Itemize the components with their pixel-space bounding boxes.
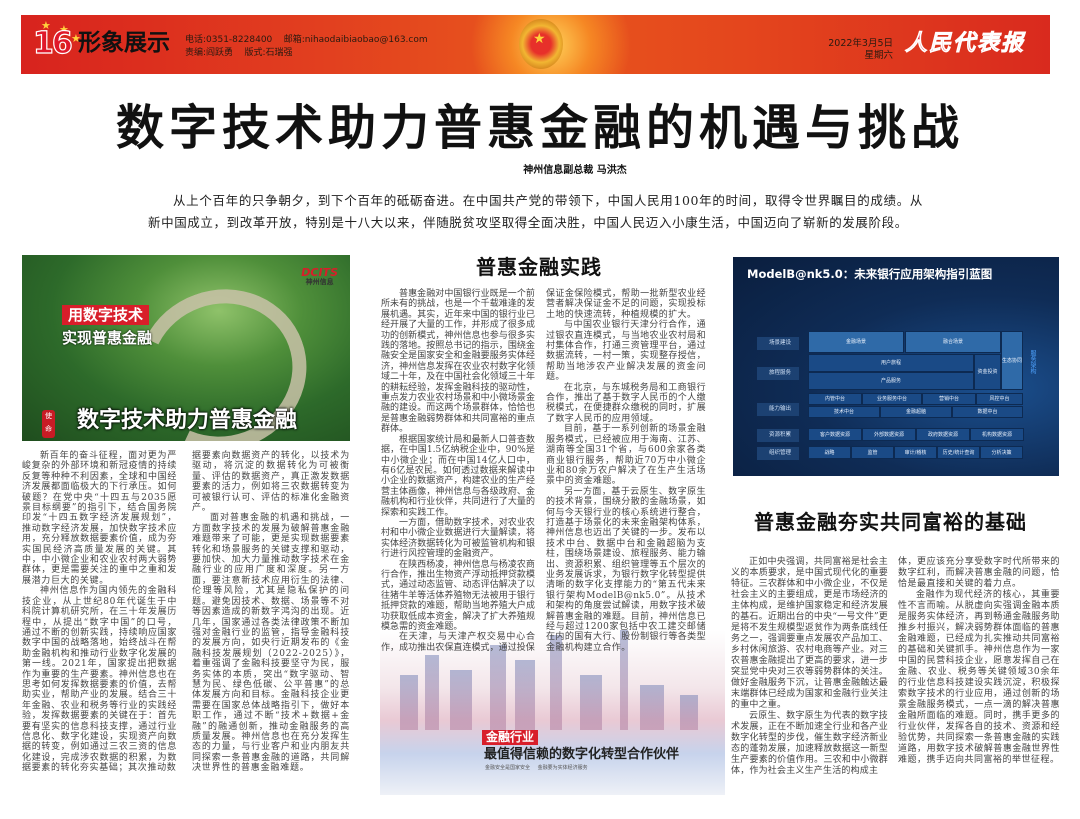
layer-label: 资源积累 (757, 429, 799, 442)
paragraph: 面对普惠金融的机遇和挑战，一方面数字技术的发展为破解普惠金融难题带来了可能，更是… (192, 513, 350, 774)
text-column: 新百年的奋斗征程，面对更为严峻复杂的外部环境和新冠疫情的持续反复等种种不利因素，… (22, 451, 177, 774)
text-column: 保证金保险模式，帮助一批新型农业经营者解决保证金不足的问题，实现投标土地的快速流… (546, 289, 706, 653)
paragraph: 正如中央强调，共同富裕是社会主义的本质要求，是中国式现代化的重要特征。三农群体和… (731, 557, 888, 710)
architecture-blueprint-image: ModelB@nk5.0：未来银行应用架构指引蓝图 场景建设旅程服务能力输出资源… (733, 257, 1059, 476)
blueprint-title: ModelB@nk5.0：未来银行应用架构指引蓝图 (747, 267, 993, 281)
diagram-cell: 技术中台 (808, 406, 880, 418)
diagram-cell: 机构数据资源 (970, 428, 1024, 441)
diagram-cell: 数据中台 (952, 406, 1023, 418)
paragraph: 在陕西杨凌，神州信息与杨凌农商行合作，推出生物资产浮动抵押贷款模式，通过动态监管… (381, 559, 535, 632)
diagram-cell: 金融超脑 (880, 406, 952, 418)
section-heading: 普惠金融夯实共同富裕的基础 (754, 510, 1027, 534)
paragraph: 云原生、数字原生为代表的数字技术发展，正在不断加速全行业和各产业数字化转型的步伐… (731, 711, 888, 776)
paragraph: 一方面，借助数字技术，对农业农村和中小微企业数据进行大量解读，将实体经济数据转化… (381, 517, 535, 560)
seal-stamp: 使命 (42, 410, 55, 438)
paragraph: 目前，基于一系列创新的场景金融服务模式，已经被应用于海南、江苏、湖南等全国31个… (546, 424, 706, 487)
paragraph: 金融作为现代经济的核心，其重要性不言而喻。从脱虚向实强调金融本质是服务实体经济，… (898, 590, 1060, 765)
diagram-cell: 内管中台 (808, 393, 862, 405)
paragraph: 普惠金融对中国银行业既是一个前所未有的挑战，也是一个千载难逢的发展机遇。其实，近… (381, 289, 535, 435)
byline: 神州信息副总裁 马洪杰 (523, 165, 627, 176)
paragraph: 与中国农业银行天津分行合作，通过银农直连模式，与当地农业农村局和村集体合作，打通… (546, 320, 706, 383)
diagram-cell: 金融场景 (808, 331, 904, 353)
dcits-logo: DCITS 神州信息 (301, 266, 338, 286)
image-tag: 用数字技术 (62, 305, 150, 325)
layer-label: 旅程服务 (757, 367, 799, 380)
image-tag: 金融行业 (482, 730, 539, 745)
diagram-cell: 业务服务中台 (862, 393, 922, 405)
paragraph: 神州信息作为国内领先的金融科技企业，从上世纪80年代诞生于中科院计算机研究所，在… (22, 586, 177, 774)
editor-info: 责编:阎跃勇 版式:石瑞强 (185, 48, 293, 58)
diagram-cell: 客户数据资源 (808, 428, 862, 441)
date-text: 2022年3月5日 (828, 38, 893, 49)
diagram-cell: 外部数据资源 (862, 428, 916, 441)
weekday-text: 星期六 (864, 50, 893, 61)
diagram-cell: 营销中台 (922, 393, 976, 405)
image-slogan: 最值得信赖的数字化转型合作伙伴 (484, 747, 680, 762)
diagram-cell: 资金投资 (974, 354, 1001, 390)
diagram-cell: 产品服务 (808, 372, 974, 390)
image-caption: 数字技术助力普惠金融 (77, 408, 298, 433)
diagram-cell: 战略 (808, 446, 851, 459)
contact-info: 电话:0351-8228400 邮箱:nihaodaibiaobao@163.c… (185, 35, 428, 45)
image-subtitle: 金融安全是国家安全 金融要为实体经济服务 (485, 765, 588, 771)
layer-label: 能力输出 (757, 403, 799, 416)
paragraph: 在北京，与东城税务局和工商银行合作，推出了基于数字人民币的个人缴税模式，在便捷群… (546, 382, 706, 424)
diagram-cell: 分析决策 (980, 446, 1023, 459)
forest-river-image: 用数字技术 实现普惠金融 DCITS 神州信息 使命 数字技术助力普惠金融 (22, 255, 350, 441)
diagram-cell: 历史/统计查询 (937, 446, 980, 459)
national-emblem-icon: ★ (519, 19, 563, 69)
text-column: 体，更应该充分享受数字时代所带来的数字红利，而解决普惠金融的问题，恰恰是最直接和… (898, 557, 1060, 766)
paragraph: 根据国家统计局和最新人口普查数据，在中国1.5亿纳税企业中，90%是中小微企业；… (381, 434, 535, 518)
masthead-banner: ★ ★ ★ 16 形象展示 电话:0351-8228400 邮箱:nihaodaib… (21, 15, 1050, 74)
paragraph: 新百年的奋斗征程，面对更为严峻复杂的外部环境和新冠疫情的持续反复等种种不利因素，… (22, 451, 177, 586)
newspaper-logo: 人民代表报 (905, 30, 1026, 57)
paragraph: 保证金保险模式，帮助一批新型农业经营者解决保证金不足的问题，实现投标土地的快速流… (546, 289, 706, 320)
text-column: 据要素向数据资产的转化，以技术为驱动，将沉淀的数据转化为可被衡量、评估的数据资产… (192, 451, 350, 774)
diagram-cell: 生态协同 (1001, 331, 1023, 390)
diagram-cell: 融合场景 (905, 331, 1001, 353)
issue-date: 2022年3月5日 星期六 (821, 38, 893, 62)
diagram-cell: 风控中台 (976, 393, 1023, 405)
text-column: 普惠金融对中国银行业既是一个前所未有的挑战，也是一个千载难逢的发展机遇。其实，近… (381, 289, 535, 653)
paragraph: 体，更应该充分享受数字时代所带来的数字红利，而解决普惠金融的问题，恰恰是最直接和… (898, 557, 1060, 589)
paragraph: 在天津，与天津产权交易中心合作，成功推出农保直连模式，通过投保 (381, 632, 535, 653)
image-tag: 实现普惠金融 (62, 329, 153, 347)
paragraph: 据要素向数据资产的转化，以技术为驱动，将沉淀的数据转化为可被衡量、评估的数据资产… (192, 451, 350, 514)
page-number: 16 (32, 26, 73, 61)
diagram-cell: 监管 (851, 446, 894, 459)
section-heading: 普惠金融实践 (476, 255, 602, 279)
diagram-cell: 用户旅程 (808, 354, 974, 372)
diagram-cell: 审计/稽核 (894, 446, 937, 459)
article-title: 数字技术助力普惠金融的机遇与挑战 (115, 100, 964, 156)
diagram-cell: 政府数据资源 (916, 428, 970, 441)
paragraph: 另一方面，基于云原生、数字原生的技术背景，围绕分散的金融场景，如何与今天银行业的… (546, 486, 706, 653)
lead-paragraph: 从上个百年的只争朝夕，到下个百年的砥砺奋进。在中国共产党的带领下，中国人民用10… (148, 193, 923, 230)
layer-label: 组织管理 (757, 447, 799, 460)
city-skyline-image: 金融行业 最值得信赖的数字化转型合作伙伴 金融安全是国家安全 金融要为实体经济服… (380, 630, 725, 795)
layer-label: 场景建设 (757, 337, 799, 350)
text-column: 正如中央强调，共同富裕是社会主义的本质要求，是中国式现代化的重要特征。三农群体和… (731, 557, 888, 777)
section-title: 形象展示 (78, 30, 170, 56)
side-label: 服务架构 (1029, 350, 1036, 374)
